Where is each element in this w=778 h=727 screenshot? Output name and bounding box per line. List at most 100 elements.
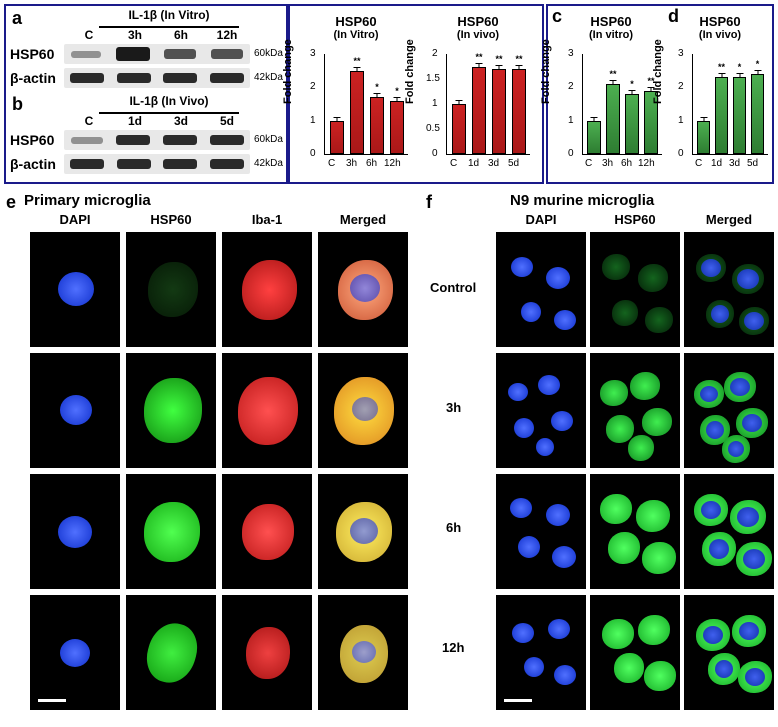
row-a-actin: β-actin (10, 70, 56, 86)
lane-b-1: 1d (112, 114, 158, 128)
yt-c-0: 0 (568, 148, 574, 159)
mw-a-0: 60kDa (254, 48, 283, 59)
lane-a-3: 12h (204, 28, 250, 42)
chart-sub-rinvitro: (In Vitro) (300, 29, 412, 41)
yt-d-0: 0 (678, 148, 684, 159)
row-b-actin: β-actin (10, 156, 56, 172)
row-b-hsp60: HSP60 (10, 132, 54, 148)
lane-a-1: 3h (112, 28, 158, 42)
yt-d-2: 2 (678, 81, 684, 92)
xt-ri-1: 3h (346, 158, 357, 169)
xt-rv-3: 5d (508, 158, 519, 169)
row-f-1: 3h (446, 400, 461, 415)
label-e: e (6, 192, 16, 213)
xt-d-3: 5d (747, 158, 758, 169)
xt-c-1: 3h (602, 158, 613, 169)
img-f-3-2 (684, 595, 774, 710)
col-e-2: Iba-1 (222, 212, 312, 227)
chart-green-d: HSP60 (In vivo) 0 1 2 3 ** * * C 1d 3d 5… (670, 14, 770, 174)
img-e-2-2 (222, 474, 312, 589)
yt-rv-4: 2 (432, 48, 438, 59)
col-e-1: HSP60 (126, 212, 216, 227)
yt-ri-1: 1 (310, 115, 316, 126)
xt-d-2: 3d (729, 158, 740, 169)
yl-c: Fold change (540, 39, 552, 104)
yl-rv: Fold change (404, 39, 416, 104)
col-f-1: HSP60 (590, 212, 680, 227)
img-e-3-0 (30, 595, 120, 710)
chart-title-rinvivo: HSP60 (422, 14, 534, 29)
col-e-0: DAPI (30, 212, 120, 227)
xt-d-1: 1d (711, 158, 722, 169)
yl-ri: Fold change (282, 39, 294, 104)
chart-title-c: HSP60 (558, 14, 664, 29)
img-e-1-0 (30, 353, 120, 468)
img-e-0-3 (318, 232, 408, 347)
bar-c-1: ** (606, 84, 620, 154)
title-e: Primary microglia (24, 192, 151, 209)
xt-rv-1: 1d (468, 158, 479, 169)
treatment-b: IL-1β (In Vivo) (129, 94, 208, 108)
row-f-2: 6h (446, 520, 461, 535)
mw-a-1: 42kDa (254, 72, 283, 83)
bar-ri-1: ** (350, 71, 364, 154)
img-e-1-3 (318, 353, 408, 468)
blot-a-actin (64, 68, 250, 88)
img-e-2-3 (318, 474, 408, 589)
img-f-2-2 (684, 474, 774, 589)
treatment-bar-a: IL-1β (In Vitro) (84, 8, 254, 28)
img-e-3-1 (126, 595, 216, 710)
yt-c-3: 3 (568, 48, 574, 59)
xt-c-2: 6h (621, 158, 632, 169)
img-f-0-1 (590, 232, 680, 347)
yt-c-2: 2 (568, 81, 574, 92)
mw-b-1: 42kDa (254, 158, 283, 169)
chart-sub-d: (In vivo) (670, 29, 770, 41)
img-f-1-1 (590, 353, 680, 468)
xt-ri-2: 6h (366, 158, 377, 169)
box-ab: a IL-1β (In Vitro) C 3h 6h 12h HSP60 60k… (4, 4, 288, 184)
yt-rv-2: 1 (432, 98, 438, 109)
blot-b-hsp60 (64, 130, 250, 150)
xt-c-3: 12h (638, 158, 655, 169)
xt-d-0: C (695, 158, 702, 169)
label-b: b (12, 94, 23, 115)
title-f: N9 murine microglia (510, 192, 654, 209)
yt-rv-0: 0 (432, 148, 438, 159)
xt-ri-3: 12h (384, 158, 401, 169)
img-e-0-2 (222, 232, 312, 347)
lane-b-2: 3d (158, 114, 204, 128)
img-f-2-0 (496, 474, 586, 589)
chart-red-invivo: HSP60 (In vivo) 0 0.5 1 1.5 2 ** ** ** C… (422, 14, 534, 174)
label-a: a (12, 8, 22, 29)
img-e-2-0 (30, 474, 120, 589)
img-e-0-0 (30, 232, 120, 347)
scalebar-f (504, 699, 532, 702)
chart-title-d: HSP60 (670, 14, 770, 29)
treatment-bar-b: IL-1β (In Vivo) (84, 94, 254, 114)
bar-d-1: ** (715, 77, 728, 154)
row-f-3: 12h (442, 640, 464, 655)
label-f: f (426, 192, 432, 213)
img-f-3-0 (496, 595, 586, 710)
col-f-2: Merged (684, 212, 774, 227)
bar-ri-3: * (390, 101, 404, 154)
blot-a-hsp60 (64, 44, 250, 64)
yl-d: Fold change (652, 39, 664, 104)
img-e-3-3 (318, 595, 408, 710)
bar-d-0 (697, 121, 710, 154)
xt-ri-0: C (328, 158, 335, 169)
img-f-0-0 (496, 232, 586, 347)
mw-b-0: 60kDa (254, 134, 283, 145)
yt-c-1: 1 (568, 115, 574, 126)
bar-rv-3: ** (512, 69, 526, 154)
chart-green-c: HSP60 (In vitro) 0 1 2 3 ** * ** C 3h 6h… (558, 14, 664, 174)
chart-title-rinvitro: HSP60 (300, 14, 412, 29)
img-e-1-1 (126, 353, 216, 468)
xt-c-0: C (585, 158, 592, 169)
bar-rv-0 (452, 104, 466, 154)
scalebar-e (38, 699, 66, 702)
bar-c-0 (587, 121, 601, 154)
yt-rv-1: 0.5 (426, 123, 440, 134)
yt-ri-0: 0 (310, 148, 316, 159)
